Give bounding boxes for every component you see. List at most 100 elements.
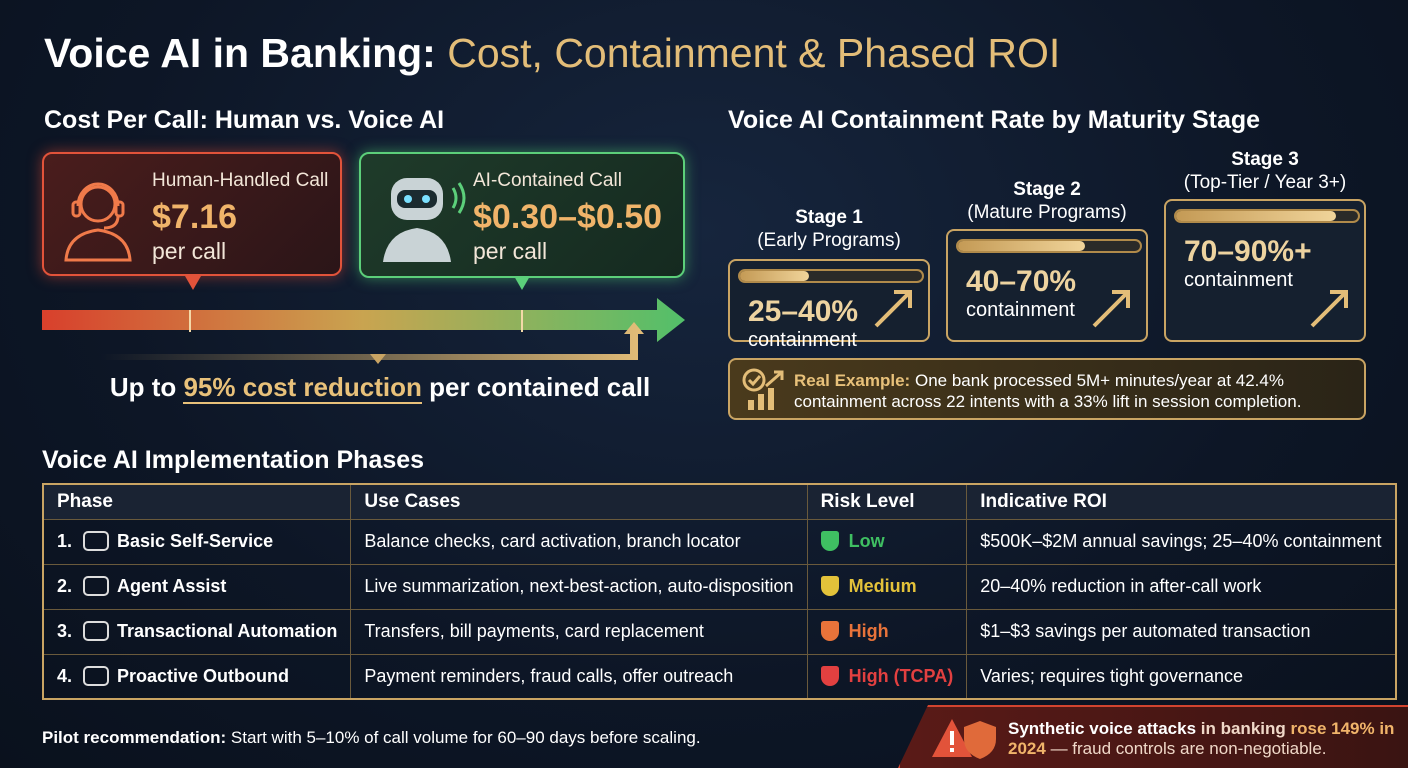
section-title: Voice AI Implementation Phases: [42, 446, 425, 474]
ai-card: AI-Contained Call $0.30–$0.50 per call: [359, 152, 685, 278]
risk-level: High: [848, 621, 889, 641]
roi: 20–40% reduction in after-call work: [966, 563, 1396, 609]
card-unit: per call: [473, 238, 548, 264]
growth-arrow: [1092, 290, 1130, 328]
phase-cell: 1. Basic Self-Service: [43, 518, 351, 564]
stage-header: Stage 2 (Mature Programs): [946, 178, 1148, 224]
growth-arrow: [874, 290, 912, 328]
phase-row: 3. Transactional Automation Transfers, bil…: [43, 608, 1396, 654]
stage-name: Stage 2: [1013, 179, 1081, 200]
phase-icon: [83, 576, 109, 596]
phase-cell: 2. Agent Assist: [43, 563, 351, 609]
title-accent: Cost, Containment & Phased ROI: [447, 30, 1061, 76]
roi: $1–$3 savings per automated transaction: [966, 608, 1396, 654]
progress-fill: [958, 241, 1086, 251]
example-label: Real Example:: [794, 371, 911, 390]
stage-subtitle: (Early Programs): [757, 230, 901, 251]
section-title: Voice AI Containment Rate by Maturity St…: [728, 106, 1261, 134]
stage-card: 40–70% containment: [946, 229, 1148, 342]
phase-cell: 4. Proactive Outbound: [43, 653, 351, 699]
risk-shield: [820, 531, 839, 551]
risk-shield: [820, 665, 839, 686]
example-text: Real Example: One bank processed 5M+ min…: [794, 370, 1364, 412]
savings-highlight: 95% cost reduction: [183, 372, 422, 404]
alert-highlight: Synthetic voice attacks: [1008, 719, 1197, 738]
phase-name: Agent Assist: [117, 576, 227, 596]
risk-shield: [820, 576, 839, 596]
savings-text: per contained call: [429, 372, 651, 402]
stage-card: 70–90%+ containment: [1164, 199, 1366, 342]
savings-text: Up to: [109, 372, 177, 402]
progress-track: [1174, 209, 1360, 223]
stage-rate: 25–40%: [748, 295, 859, 328]
column-header: Phase: [43, 483, 351, 519]
phase-row: 1. Basic Self-Service Balance checks, card…: [43, 518, 1396, 564]
phase-row: 2. Agent Assist Live summarization, next-b…: [43, 563, 1396, 609]
pilot-text: Start with 5–10% of call volume for 60–9…: [230, 728, 701, 747]
use-cases: Payment reminders, fraud calls, offer ou…: [350, 653, 808, 699]
phase-icon: [83, 665, 109, 686]
phase-icon: [83, 621, 109, 641]
phase-number: 3.: [57, 621, 73, 641]
warning-icon: [932, 719, 996, 759]
growth-icon: [742, 368, 784, 410]
phase-number: 2.: [57, 576, 73, 596]
progress-fill: [1176, 211, 1337, 221]
roi: Varies; requires tight governance: [966, 653, 1396, 699]
column-header: Risk Level: [806, 483, 967, 519]
robot-icon: [383, 178, 466, 262]
alert-text: Synthetic voice attacks in banking rose …: [1008, 719, 1408, 759]
risk-cell: High: [806, 608, 967, 654]
phase-name: Proactive Outbound: [117, 665, 290, 686]
risk-level: Medium: [848, 576, 917, 596]
phase-name: Basic Self-Service: [117, 531, 274, 551]
phase-number: 4.: [57, 665, 73, 686]
alert-stat: rose 149% in 2024: [1008, 719, 1395, 758]
stage-header: Stage 1 (Early Programs): [728, 206, 930, 252]
column-header: Use Cases: [350, 483, 808, 519]
progress-track: [956, 239, 1142, 253]
section-title: Cost Per Call: Human vs. Voice AI: [44, 106, 445, 134]
stage-subtitle: (Mature Programs): [967, 202, 1127, 223]
stage-subtitle: (Top-Tier / Year 3+): [1183, 172, 1347, 193]
use-cases: Live summarization, next-best-action, au…: [350, 563, 808, 609]
stage-unit: containment: [1184, 269, 1293, 291]
use-cases: Transfers, bill payments, card replaceme…: [350, 608, 808, 654]
risk-cell: Low: [806, 518, 967, 564]
stage-header: Stage 3 (Top-Tier / Year 3+): [1164, 148, 1366, 194]
card-label: AI-Contained Call: [473, 170, 622, 191]
phase-row: 4. Proactive Outbound Payment reminders, f…: [43, 653, 1396, 699]
column-header: Indicative ROI: [966, 483, 1396, 519]
phase-name: Transactional Automation: [117, 621, 338, 641]
human-card: Human-Handled Call $7.16 per call: [42, 152, 342, 276]
example-box: Real Example: One bank processed 5M+ min…: [728, 358, 1366, 420]
progress-track: [738, 269, 924, 283]
stage-card: 25–40% containment: [728, 259, 930, 351]
risk-level: Low: [848, 531, 885, 551]
example-body: One bank processed 5M+ minutes/year at 4…: [794, 371, 1302, 411]
phase-cell: 3. Transactional Automation: [43, 608, 351, 654]
risk-cell: Medium: [806, 563, 967, 609]
stage-rate: 70–90%+: [1184, 235, 1312, 268]
growth-arrow: [1310, 290, 1348, 328]
title: Voice AI in Banking: Cost, Containment &…: [44, 30, 1060, 77]
stage-unit: containment: [966, 299, 1075, 321]
stage-unit: containment: [748, 329, 857, 351]
pilot-note: Pilot recommendation: Start with 5–10% o…: [42, 728, 701, 748]
pilot-label: Pilot recommendation:: [42, 728, 227, 747]
phase-number: 1.: [57, 531, 73, 551]
title-main: Voice AI in Banking:: [44, 30, 436, 76]
stage-rate: 40–70%: [966, 265, 1077, 298]
risk-level: High (TCPA): [848, 665, 954, 686]
progress-fill: [740, 271, 810, 281]
risk-cell: High (TCPA): [806, 653, 967, 699]
phases-table: Phase Use Cases Risk Level Indicative ROI 1.…: [42, 483, 1397, 700]
card-label: Human-Handled Call: [152, 170, 329, 191]
card-price: $7.16: [152, 198, 238, 236]
risk-shield: [820, 621, 839, 641]
cost-arrow: [42, 276, 685, 364]
phase-icon: [83, 531, 109, 551]
alert-body: in banking: [1200, 719, 1286, 738]
stage-name: Stage 3: [1231, 149, 1299, 170]
